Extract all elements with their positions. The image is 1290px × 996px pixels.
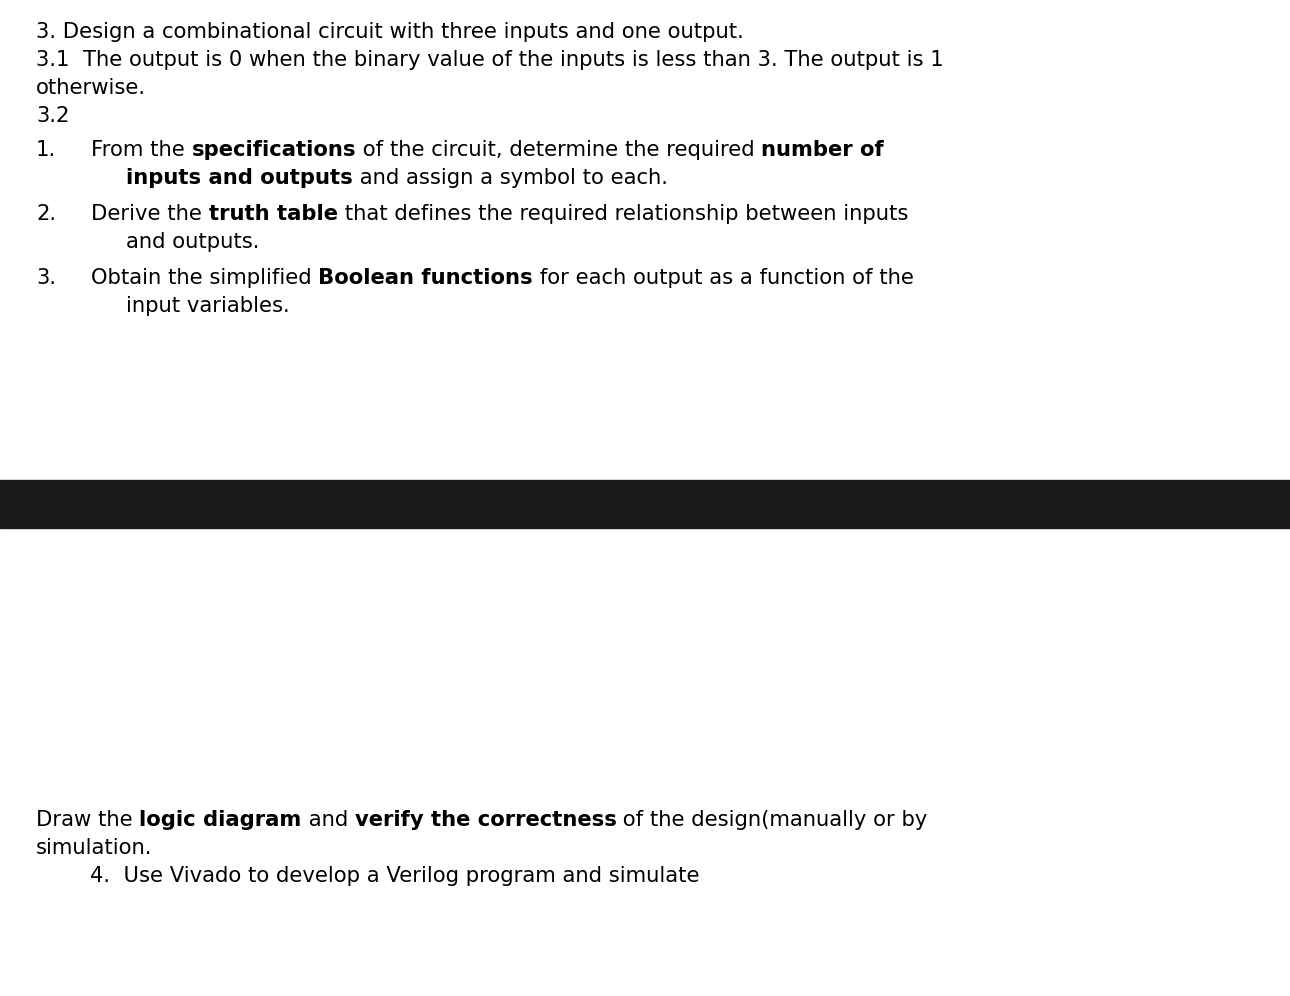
Text: number of: number of (761, 140, 884, 160)
Text: otherwise.: otherwise. (36, 78, 146, 98)
Text: 2.: 2. (36, 204, 55, 224)
Text: simulation.: simulation. (36, 838, 152, 858)
Text: of the design(manually or by: of the design(manually or by (617, 810, 928, 830)
Text: 3.: 3. (36, 268, 55, 288)
Text: for each output as a function of the: for each output as a function of the (533, 268, 913, 288)
Text: verify the correctness: verify the correctness (355, 810, 617, 830)
Text: input variables.: input variables. (126, 296, 290, 316)
Bar (0, 480, 1290, 528)
Text: and outputs.: and outputs. (126, 232, 259, 252)
Text: logic diagram: logic diagram (139, 810, 302, 830)
Text: specifications: specifications (191, 140, 356, 160)
Text: and assign a symbol to each.: and assign a symbol to each. (352, 168, 668, 188)
Text: Draw the: Draw the (36, 810, 139, 830)
Text: 1.: 1. (36, 140, 57, 160)
Text: 3.2: 3.2 (36, 106, 70, 126)
Text: that defines the required relationship between inputs: that defines the required relationship b… (338, 204, 908, 224)
Text: 3. Design a combinational circuit with three inputs and one output.: 3. Design a combinational circuit with t… (36, 22, 744, 42)
Text: truth table: truth table (209, 204, 338, 224)
Text: From the: From the (92, 140, 191, 160)
Text: of the circuit, determine the required: of the circuit, determine the required (356, 140, 761, 160)
Text: Obtain the simplified: Obtain the simplified (92, 268, 319, 288)
Text: Boolean functions: Boolean functions (319, 268, 533, 288)
Text: 4.  Use Vivado to develop a Verilog program and simulate: 4. Use Vivado to develop a Verilog progr… (90, 866, 699, 886)
Text: 3.1  The output is 0 when the binary value of the inputs is less than 3. The out: 3.1 The output is 0 when the binary valu… (36, 50, 944, 70)
Text: and: and (302, 810, 355, 830)
Text: inputs and outputs: inputs and outputs (126, 168, 352, 188)
Text: Derive the: Derive the (92, 204, 209, 224)
